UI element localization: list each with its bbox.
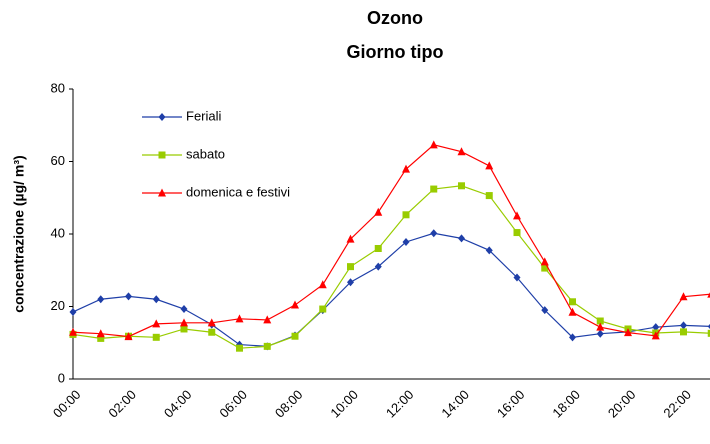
data-point bbox=[707, 329, 710, 337]
data-point bbox=[569, 333, 576, 342]
data-point bbox=[430, 229, 438, 238]
data-point bbox=[124, 332, 133, 341]
data-point bbox=[291, 300, 299, 309]
data-point bbox=[318, 280, 327, 289]
data-point bbox=[374, 262, 382, 271]
data-point bbox=[374, 207, 383, 216]
data-point bbox=[263, 342, 271, 350]
data-point bbox=[152, 319, 161, 328]
data-point bbox=[430, 185, 438, 193]
chart-subtitle: Giorno tipo bbox=[347, 42, 444, 62]
data-point bbox=[707, 292, 710, 298]
y-tick-label: 40 bbox=[51, 225, 65, 240]
data-point bbox=[235, 314, 244, 323]
data-point bbox=[458, 234, 465, 243]
data-point bbox=[125, 292, 132, 301]
data-point bbox=[485, 192, 493, 200]
data-point bbox=[679, 292, 688, 301]
data-point bbox=[429, 140, 438, 149]
data-point bbox=[263, 315, 272, 324]
legend-marker bbox=[158, 113, 166, 121]
data-point bbox=[457, 147, 466, 156]
y-axis-title: concentrazione (µg/ m³) bbox=[11, 155, 27, 312]
data-point bbox=[541, 264, 549, 272]
y-tick-label: 60 bbox=[51, 153, 65, 168]
y-tick-label: 20 bbox=[51, 298, 65, 313]
x-tick-label: 06:00 bbox=[216, 387, 250, 421]
data-point bbox=[96, 329, 105, 338]
x-tick-label: 18:00 bbox=[549, 387, 583, 421]
legend-label: domenica e festivi bbox=[186, 184, 290, 199]
data-point bbox=[624, 328, 632, 337]
data-point bbox=[319, 305, 327, 313]
series-line bbox=[72, 144, 710, 338]
data-point bbox=[346, 234, 355, 243]
data-point bbox=[69, 327, 77, 336]
data-point bbox=[458, 182, 465, 190]
x-tick-label: 14:00 bbox=[438, 387, 472, 421]
data-point bbox=[402, 211, 410, 219]
data-point bbox=[569, 298, 576, 306]
data-point bbox=[652, 323, 660, 332]
data-point bbox=[513, 229, 521, 237]
data-point bbox=[540, 257, 549, 266]
data-point bbox=[374, 245, 382, 252]
y-tick-label: 0 bbox=[58, 370, 65, 385]
x-tick-label: 08:00 bbox=[272, 387, 306, 421]
data-point bbox=[651, 331, 660, 340]
chart-title: Ozono bbox=[367, 8, 423, 28]
x-tick-label: 20:00 bbox=[605, 387, 639, 421]
data-point bbox=[180, 318, 188, 327]
x-tick-label: 10:00 bbox=[327, 387, 361, 421]
data-point bbox=[180, 325, 188, 333]
data-point bbox=[596, 322, 605, 331]
x-tick-label: 00:00 bbox=[50, 387, 84, 421]
data-point bbox=[568, 307, 577, 316]
x-tick-label: 04:00 bbox=[161, 387, 195, 421]
data-point bbox=[707, 323, 710, 330]
y-tick-label: 80 bbox=[51, 80, 65, 95]
data-point bbox=[596, 329, 604, 338]
x-tick-label: 16:00 bbox=[494, 387, 528, 421]
data-point bbox=[97, 295, 105, 304]
data-point bbox=[208, 328, 216, 336]
legend-label: Feriali bbox=[186, 108, 222, 123]
legend-label: sabato bbox=[186, 146, 225, 161]
data-point bbox=[680, 328, 687, 336]
x-tick-label: 12:00 bbox=[383, 387, 417, 421]
series-line bbox=[72, 232, 710, 347]
series-line bbox=[72, 185, 710, 349]
data-point bbox=[291, 332, 299, 340]
legend-marker bbox=[158, 188, 166, 197]
x-tick-label: 22:00 bbox=[660, 387, 694, 421]
data-point bbox=[236, 344, 243, 352]
data-point bbox=[541, 306, 549, 315]
data-point bbox=[347, 278, 354, 287]
data-point bbox=[485, 246, 493, 255]
data-point bbox=[180, 305, 188, 314]
data-point bbox=[513, 273, 521, 282]
data-point bbox=[97, 334, 105, 342]
data-point bbox=[402, 164, 410, 173]
data-point bbox=[152, 295, 160, 304]
data-point bbox=[402, 237, 410, 246]
data-point bbox=[207, 318, 216, 327]
data-point bbox=[69, 307, 77, 316]
x-tick-label: 02:00 bbox=[105, 387, 139, 421]
data-point bbox=[680, 321, 687, 330]
data-point bbox=[152, 333, 160, 341]
data-point bbox=[347, 263, 354, 271]
data-point bbox=[513, 211, 521, 220]
data-point bbox=[485, 161, 494, 170]
data-point bbox=[596, 317, 604, 325]
legend-marker bbox=[158, 151, 166, 159]
